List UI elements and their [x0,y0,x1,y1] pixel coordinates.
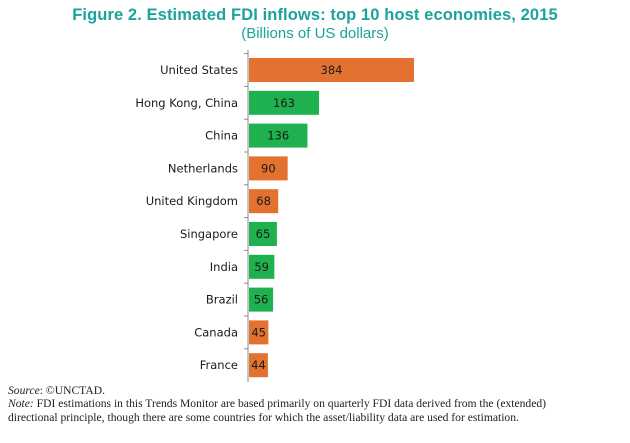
data-label: 44 [251,358,266,372]
bar [249,90,320,115]
note-label: Note: [8,397,34,410]
bar [249,222,277,246]
note-text-1: FDI estimations in this Trends Monitor a… [33,397,547,410]
category-label: Hong Kong, China [135,96,238,110]
figure-subtitle: (Billions of US dollars) [241,25,389,42]
bar [249,353,268,378]
source-text: : ©UNCTAD. [39,384,105,397]
note-line-1: Note: FDI estimations in this Trends Mon… [8,397,628,410]
bar [249,287,274,312]
category-label: Brazil [206,293,238,307]
bar [249,254,275,279]
figure-title: Figure 2. Estimated FDI inflows: top 10 … [72,6,558,24]
data-label: 136 [267,129,289,143]
bar [249,189,279,214]
bar-chart: United States 384 Hong Kong, China 163 China… [135,50,414,382]
data-label: 90 [261,161,276,175]
category-label: France [200,358,238,372]
category-label: India [210,260,238,274]
data-label: 384 [321,63,343,77]
category-label: Canada [194,325,238,339]
note-text-2: directional principle, though there are … [8,411,519,424]
source-label: Source [8,384,40,397]
data-label: 45 [251,325,266,339]
bar [249,156,288,181]
category-label: Netherlands [168,161,238,175]
data-label: 65 [256,227,271,241]
category-label: China [205,129,238,143]
category-label: United Kingdom [146,194,238,208]
source-line: Source: ©UNCTAD. [8,384,628,397]
category-label: Singapore [180,227,238,241]
data-label: 56 [254,293,269,307]
data-label: 68 [256,194,271,208]
note-line-2: directional principle, though there are … [8,411,628,424]
bar [249,123,308,148]
bar [249,58,414,82]
bar [249,320,269,345]
data-label: 59 [254,260,269,274]
category-label: United States [160,63,238,77]
data-label: 163 [273,96,295,110]
